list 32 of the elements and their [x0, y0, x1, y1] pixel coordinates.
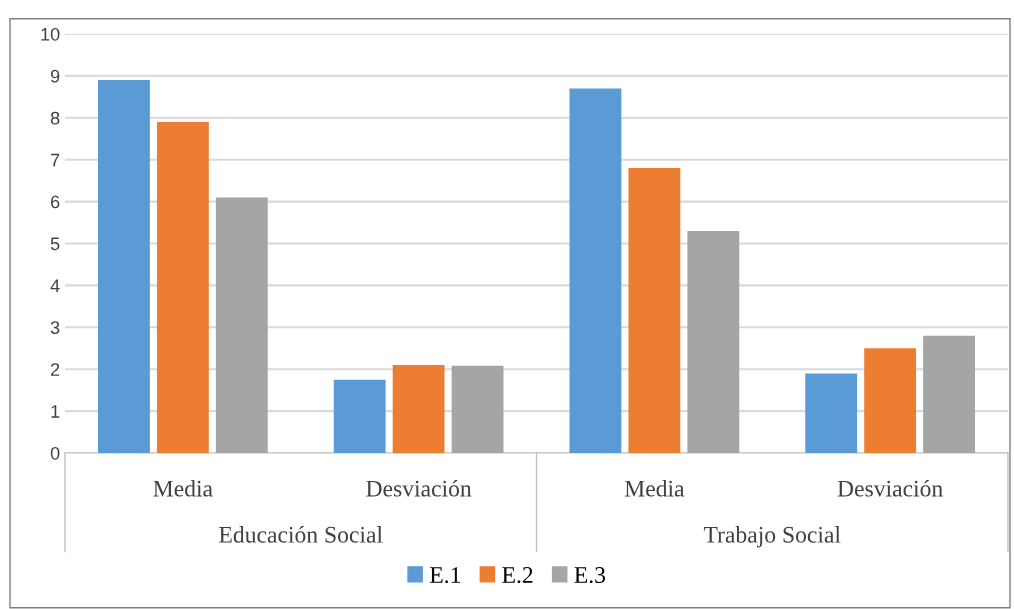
- y-tick-label: 3: [50, 321, 60, 335]
- bar: [805, 373, 858, 453]
- bar: [98, 80, 150, 453]
- text: Educación Social: [219, 526, 383, 543]
- x-tick-label: Desviación: [366, 479, 472, 497]
- y-tick-label: 4: [50, 279, 60, 292]
- bar: [864, 348, 917, 453]
- y-tick-label: 1: [51, 405, 60, 418]
- bar: [333, 379, 386, 453]
- y-tick-label: 9: [50, 69, 60, 83]
- y-tick-label: 8: [50, 111, 60, 125]
- y-tick-label: 2: [51, 363, 60, 376]
- y-tick-label: 10: [41, 27, 60, 41]
- y-tick-label: 0: [50, 446, 60, 460]
- x-tick-label: Media: [624, 480, 685, 497]
- x-tick-label: Media: [153, 480, 213, 497]
- bar: [392, 365, 445, 453]
- legend-label: E.1: [429, 567, 461, 584]
- bar: [451, 365, 504, 453]
- bar: [687, 230, 740, 453]
- bar: [628, 168, 681, 453]
- y-tick-label: 5: [50, 237, 60, 251]
- y-tick-label: 6: [51, 195, 60, 209]
- legend-label: E.2: [502, 567, 533, 584]
- bar: [923, 335, 975, 453]
- bar: [215, 197, 268, 453]
- bar: [156, 121, 209, 453]
- legend-label: E.3: [574, 567, 606, 584]
- bar: [569, 88, 622, 453]
- x-tick-label: Desviación: [837, 479, 943, 497]
- text: Trabajo Social: [703, 526, 841, 548]
- y-tick-label: 7: [51, 153, 60, 167]
